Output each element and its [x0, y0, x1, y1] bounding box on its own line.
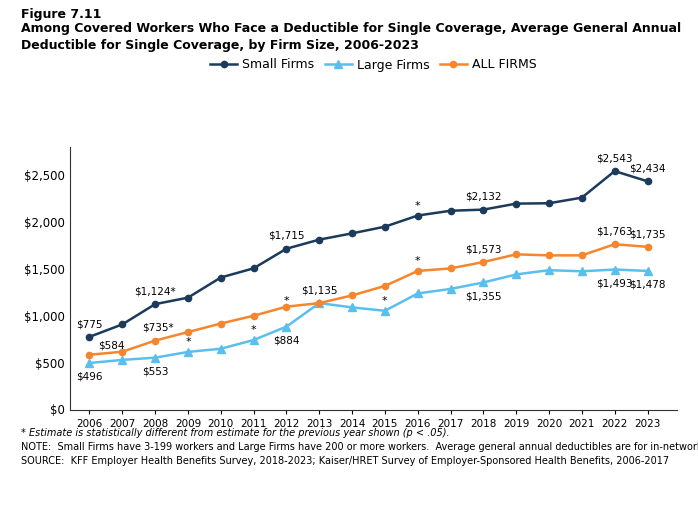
Text: Figure 7.11: Figure 7.11	[21, 8, 101, 21]
Small Firms	[578, 194, 586, 201]
Large Firms	[184, 349, 192, 355]
Text: $1,573: $1,573	[465, 244, 502, 254]
Small Firms	[447, 207, 455, 214]
Line: ALL FIRMS: ALL FIRMS	[87, 241, 651, 358]
ALL FIRMS	[118, 349, 126, 355]
ALL FIRMS	[85, 352, 94, 358]
Text: *: *	[415, 201, 421, 211]
Large Firms	[249, 337, 258, 343]
Legend: Small Firms, Large Firms, ALL FIRMS: Small Firms, Large Firms, ALL FIRMS	[205, 54, 542, 77]
ALL FIRMS	[578, 252, 586, 258]
Text: $2,132: $2,132	[465, 192, 502, 202]
Small Firms	[151, 301, 159, 307]
Text: $553: $553	[142, 366, 168, 376]
ALL FIRMS	[348, 292, 356, 299]
ALL FIRMS	[184, 329, 192, 335]
ALL FIRMS	[315, 300, 323, 306]
Text: Among Covered Workers Who Face a Deductible for Single Coverage, Average General: Among Covered Workers Who Face a Deducti…	[21, 22, 681, 52]
ALL FIRMS	[151, 338, 159, 344]
ALL FIRMS	[216, 320, 225, 327]
Large Firms	[118, 357, 126, 363]
Text: $496: $496	[76, 372, 103, 382]
Small Firms	[413, 213, 422, 219]
Text: $1,135: $1,135	[301, 286, 338, 296]
Large Firms	[85, 360, 94, 366]
Small Firms	[315, 236, 323, 243]
Small Firms	[545, 200, 554, 206]
Large Firms	[413, 290, 422, 297]
ALL FIRMS	[644, 244, 652, 250]
Text: $1,763: $1,763	[597, 226, 633, 236]
Text: $1,124*: $1,124*	[134, 287, 176, 297]
ALL FIRMS	[413, 268, 422, 274]
Text: *: *	[382, 296, 387, 306]
Small Firms	[644, 178, 652, 184]
Small Firms	[85, 334, 94, 340]
ALL FIRMS	[480, 259, 488, 265]
Text: * Estimate is statistically different from estimate for the previous year shown : * Estimate is statistically different fr…	[21, 428, 450, 438]
Text: *: *	[283, 297, 289, 307]
Line: Large Firms: Large Firms	[86, 266, 651, 367]
Large Firms	[380, 308, 389, 314]
Small Firms	[184, 295, 192, 301]
Large Firms	[545, 267, 554, 274]
Large Firms	[282, 323, 290, 330]
Small Firms	[249, 265, 258, 271]
Text: $2,434: $2,434	[630, 164, 666, 174]
Small Firms	[480, 206, 488, 213]
Text: *: *	[251, 325, 256, 335]
Small Firms	[380, 224, 389, 230]
Small Firms	[512, 201, 521, 207]
Text: $1,715: $1,715	[268, 231, 305, 241]
ALL FIRMS	[611, 241, 619, 247]
Small Firms	[611, 168, 619, 174]
Text: $584: $584	[98, 341, 124, 351]
Large Firms	[315, 300, 323, 306]
Large Firms	[644, 268, 652, 274]
ALL FIRMS	[380, 283, 389, 289]
Large Firms	[611, 266, 619, 272]
Small Firms	[348, 230, 356, 236]
Text: $735*: $735*	[142, 323, 174, 333]
Text: *: *	[185, 337, 191, 347]
ALL FIRMS	[249, 312, 258, 319]
Text: *: *	[415, 256, 421, 266]
Large Firms	[216, 345, 225, 352]
Text: $1,493: $1,493	[597, 278, 633, 288]
Text: $775: $775	[76, 319, 103, 329]
Text: NOTE:  Small Firms have 3-199 workers and Large Firms have 200 or more workers. : NOTE: Small Firms have 3-199 workers and…	[21, 442, 698, 452]
Text: $1,355: $1,355	[465, 291, 502, 301]
ALL FIRMS	[545, 252, 554, 258]
Large Firms	[151, 354, 159, 361]
Small Firms	[282, 246, 290, 252]
ALL FIRMS	[512, 251, 521, 257]
Small Firms	[216, 275, 225, 281]
ALL FIRMS	[447, 265, 455, 271]
Line: Small Firms: Small Firms	[87, 168, 651, 340]
Text: $1,478: $1,478	[630, 280, 666, 290]
Large Firms	[578, 268, 586, 275]
ALL FIRMS	[282, 303, 290, 310]
Large Firms	[512, 271, 521, 278]
Large Firms	[348, 304, 356, 311]
Large Firms	[480, 279, 488, 286]
Text: $1,735: $1,735	[630, 229, 666, 239]
Large Firms	[447, 286, 455, 292]
Small Firms	[118, 321, 126, 328]
Text: SOURCE:  KFF Employer Health Benefits Survey, 2018-2023; Kaiser/HRET Survey of E: SOURCE: KFF Employer Health Benefits Sur…	[21, 456, 669, 466]
Text: $2,543: $2,543	[597, 153, 633, 163]
Text: $884: $884	[273, 335, 299, 345]
